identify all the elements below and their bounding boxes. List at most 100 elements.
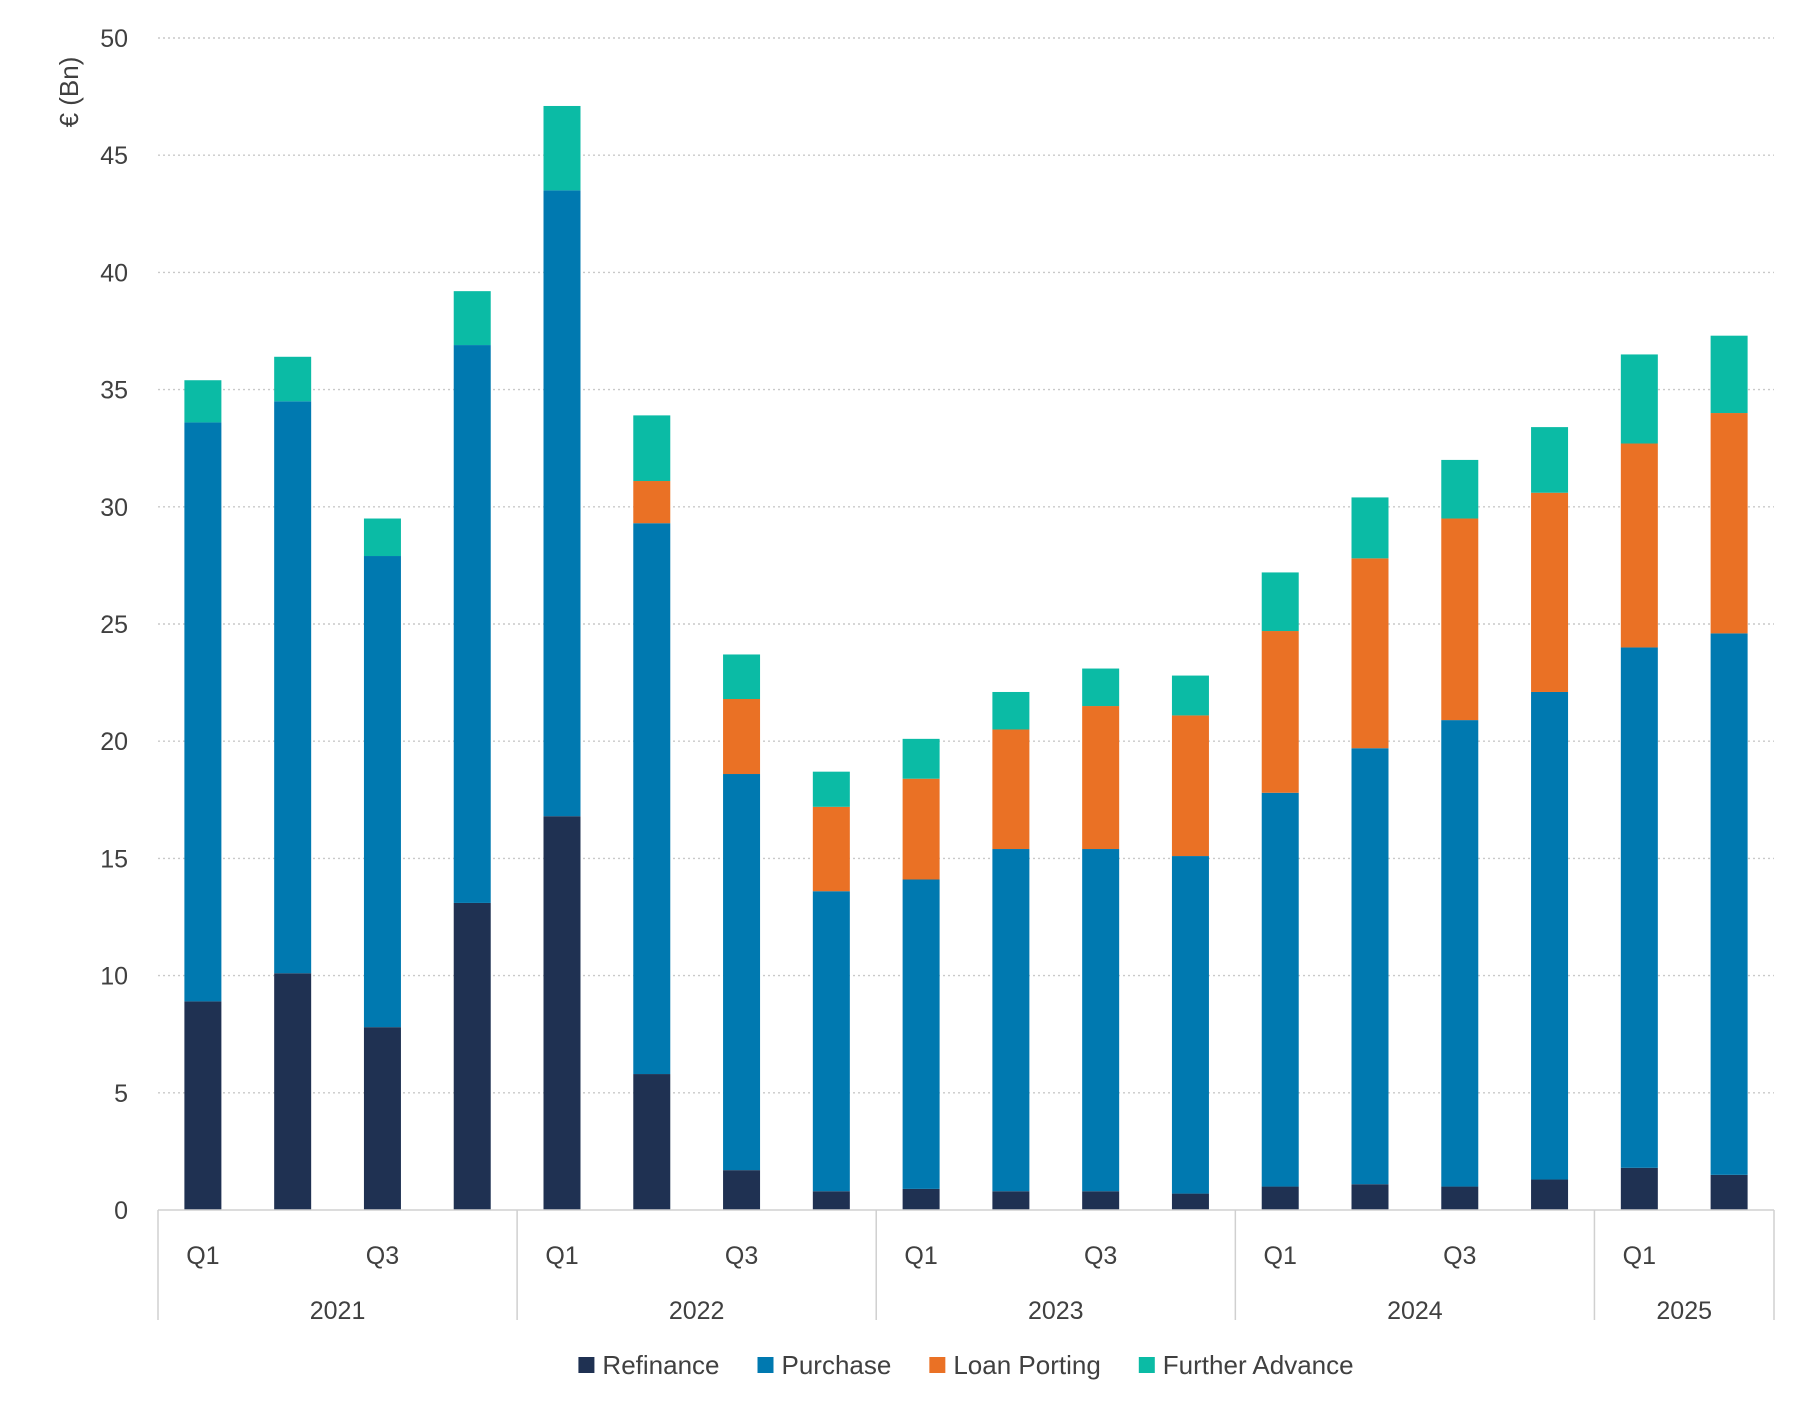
bar-refinance: [812, 1191, 850, 1210]
bar-further-advance: [723, 654, 761, 700]
legend-item: Further Advance: [1138, 1350, 1354, 1380]
bar-purchase: [812, 891, 850, 1192]
bar-refinance: [992, 1191, 1030, 1210]
year-label: 2021: [310, 1297, 366, 1325]
bar-refinance: [723, 1170, 761, 1210]
y-tick-label: 45: [100, 142, 128, 170]
bar-loan-porting: [633, 481, 671, 524]
legend-swatch: [757, 1357, 774, 1373]
x-axis: Q1 Q3 Q1 Q3 Q1 Q3 Q1 Q3 Q1 2021 2022 2023 2024 2025: [157, 1209, 1775, 1325]
legend-item: Loan Porting: [929, 1350, 1101, 1380]
y-tick-label: 40: [100, 259, 128, 287]
bar-refinance: [1441, 1186, 1479, 1210]
bar-purchase: [1171, 856, 1209, 1194]
legend-label: Loan Porting: [953, 1350, 1100, 1380]
bar-refinance: [902, 1188, 940, 1210]
legend-label: Further Advance: [1163, 1350, 1354, 1380]
bar-purchase: [363, 556, 401, 1028]
bar-refinance: [184, 1001, 222, 1210]
bar-purchase: [1351, 748, 1389, 1185]
y-tick-label: 50: [100, 25, 128, 53]
year-label: 2025: [1656, 1297, 1712, 1325]
bar-loan-porting: [992, 729, 1030, 850]
bar-refinance: [633, 1074, 671, 1210]
bar-loan-porting: [723, 699, 761, 775]
gridlines: [158, 37, 1774, 1094]
y-tick-label: 5: [114, 1080, 128, 1108]
bar-loan-porting: [1620, 443, 1658, 648]
bar-refinance: [543, 816, 581, 1210]
bar-purchase: [1441, 720, 1479, 1187]
bar-further-advance: [543, 105, 581, 191]
bar-refinance: [274, 973, 312, 1210]
bar-refinance: [1710, 1174, 1748, 1210]
bar-loan-porting: [812, 806, 850, 892]
bar-further-advance: [274, 356, 312, 402]
bar-purchase: [1620, 647, 1658, 1168]
bar-loan-porting: [902, 778, 940, 880]
x-tick-label: Q1: [1264, 1242, 1297, 1270]
bar-further-advance: [184, 380, 222, 423]
x-tick-label: Q3: [1443, 1242, 1476, 1270]
bar-purchase: [543, 190, 581, 817]
bar-purchase: [1261, 792, 1299, 1187]
bar-refinance: [1531, 1179, 1569, 1210]
bar-further-advance: [902, 738, 940, 779]
y-axis-ticks: 0 5 10 15 20 25 30 35 40 45 50: [100, 25, 128, 1225]
bar-further-advance: [1082, 668, 1120, 707]
bar-purchase: [723, 774, 761, 1171]
y-tick-label: 35: [100, 377, 128, 405]
legend-swatch: [1138, 1357, 1155, 1373]
legend-label: Purchase: [782, 1350, 892, 1380]
bar-further-advance: [1261, 572, 1299, 632]
bar-further-advance: [1531, 427, 1569, 493]
bar-purchase: [992, 849, 1030, 1192]
legend-item: Purchase: [757, 1350, 892, 1380]
bar-loan-porting: [1082, 706, 1120, 850]
y-tick-label: 0: [114, 1197, 128, 1225]
bar-purchase: [633, 523, 671, 1075]
bar-purchase: [274, 401, 312, 974]
x-tick-label: Q3: [366, 1242, 399, 1270]
bar-purchase: [1082, 849, 1120, 1192]
bar-further-advance: [1171, 675, 1209, 716]
x-tick-label: Q1: [186, 1242, 219, 1270]
legend-swatch: [929, 1357, 946, 1373]
bar-refinance: [1620, 1167, 1658, 1210]
legend: Refinance Purchase Loan Porting Further Adv…: [578, 1350, 1354, 1380]
bar-loan-porting: [1441, 518, 1479, 721]
x-tick-label: Q3: [725, 1242, 758, 1270]
bar-loan-porting: [1261, 631, 1299, 793]
x-tick-label: Q1: [904, 1242, 937, 1270]
bar-purchase: [1531, 691, 1569, 1180]
bar-further-advance: [453, 291, 491, 346]
legend-swatch: [578, 1357, 595, 1373]
bar-refinance: [453, 902, 491, 1210]
bar-purchase: [453, 345, 491, 903]
bar-further-advance: [992, 691, 1030, 730]
x-tick-label: Q1: [1623, 1242, 1656, 1270]
bar-further-advance: [633, 415, 671, 482]
y-tick-label: 30: [100, 494, 128, 522]
y-tick-label: 25: [100, 611, 128, 639]
bar-further-advance: [363, 518, 401, 557]
bar-loan-porting: [1351, 558, 1389, 749]
bar-further-advance: [1620, 354, 1658, 444]
y-tick-label: 10: [100, 963, 128, 991]
x-tick-label: Q3: [1084, 1242, 1117, 1270]
bar-purchase: [184, 422, 222, 1002]
year-label: 2023: [1028, 1297, 1084, 1325]
bar-further-advance: [812, 771, 850, 807]
bars: [184, 105, 1748, 1210]
legend-label: Refinance: [602, 1350, 719, 1380]
y-tick-label: 15: [100, 845, 128, 873]
bar-purchase: [902, 879, 940, 1189]
bar-refinance: [1351, 1184, 1389, 1210]
y-axis-title: € (Bn): [54, 57, 84, 128]
bar-further-advance: [1351, 497, 1389, 559]
y-tick-label: 20: [100, 728, 128, 756]
bar-refinance: [1261, 1186, 1299, 1210]
bar-loan-porting: [1710, 413, 1748, 634]
bar-refinance: [1171, 1193, 1209, 1210]
